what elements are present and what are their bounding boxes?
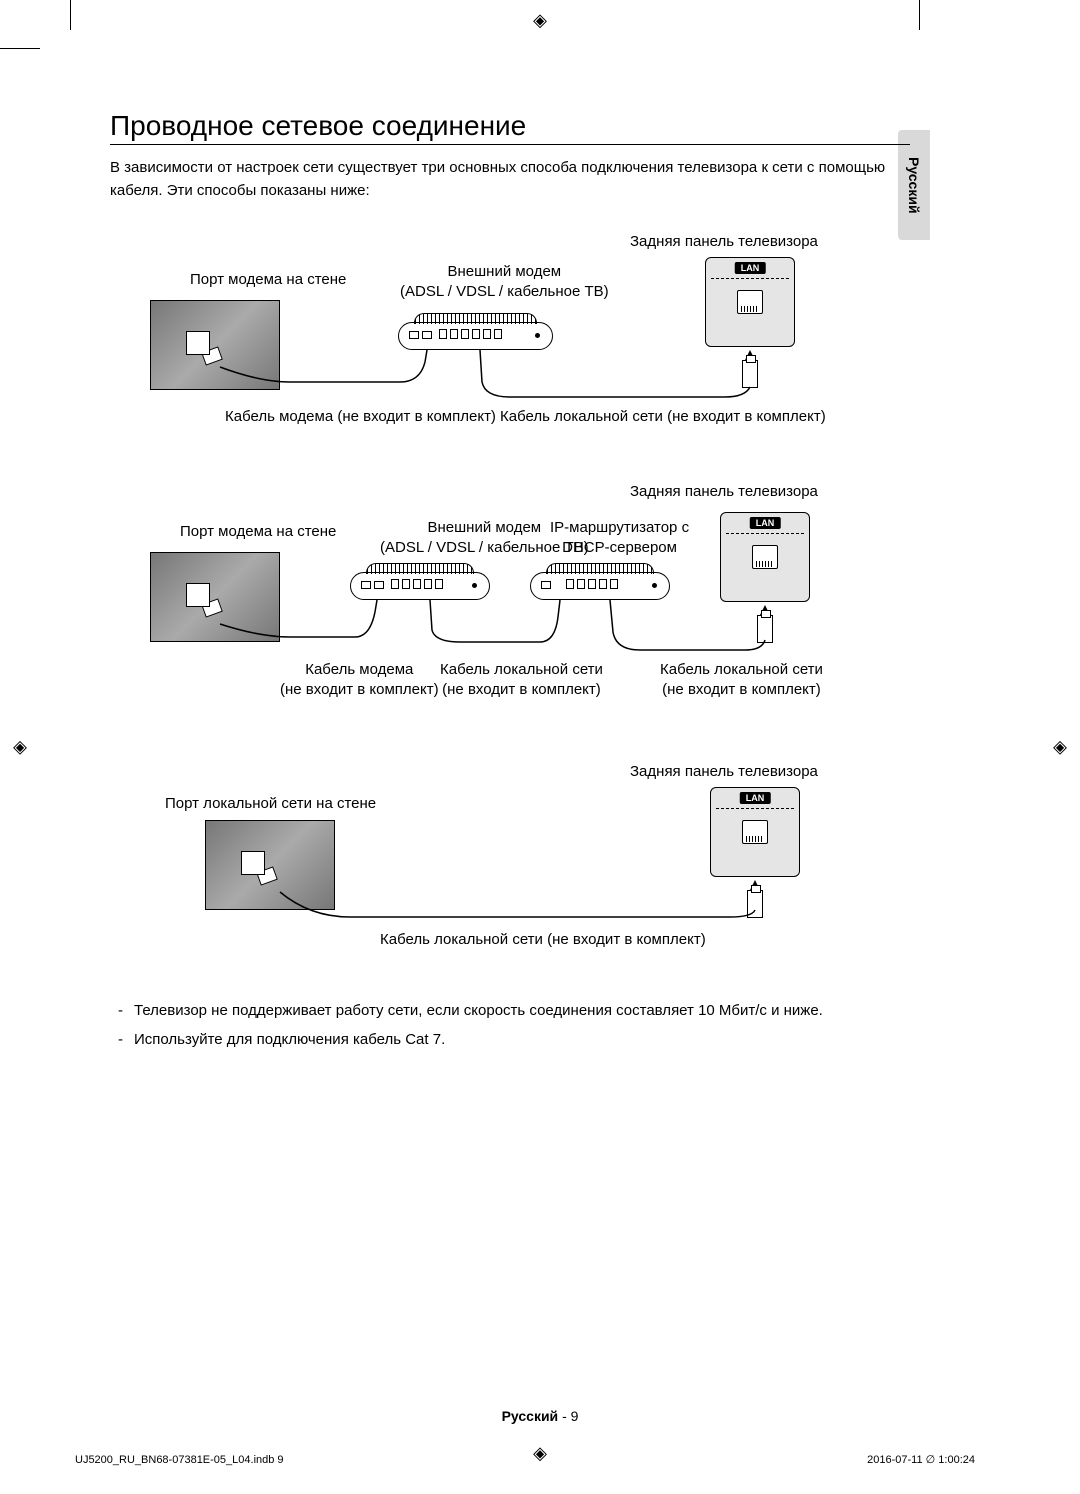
lan-cable-label-2b: Кабель локальной сети (не входит в компл… [660, 660, 823, 699]
footer-page-number: Русский - 9 [502, 1408, 579, 1424]
diagram-3: Задняя панель телевизора Порт локальной … [130, 762, 890, 947]
footer-doc-id: UJ5200_RU_BN68-07381E-05_L04.indb 9 [75, 1454, 284, 1466]
diagram-1: Задняя панель телевизора Порт модема на … [130, 232, 890, 432]
register-mark-left: ◈ [13, 737, 27, 758]
modem-cable-label: Кабель модема (не входит в комплект) [225, 407, 496, 427]
page-title: Проводное сетевое соединение [110, 110, 910, 145]
register-mark-bottom: ◈ [533, 1443, 547, 1464]
footer-timestamp: 2016-07-11 ∅ 1:00:24 [867, 1453, 975, 1466]
notes-list: Телевизор не поддерживает работу сети, е… [110, 997, 910, 1054]
register-mark-top: ◈ [533, 10, 547, 31]
lan-cable-label-3: Кабель локальной сети (не входит в компл… [380, 930, 706, 950]
note-item: Используйте для подключения кабель Cat 7… [110, 1026, 910, 1055]
modem-cable-label-2: Кабель модема (не входит в комплект) [280, 660, 439, 699]
lan-cable-label-2a: Кабель локальной сети (не входит в компл… [440, 660, 603, 699]
page-content: Проводное сетевое соединение В зависимос… [110, 110, 910, 1054]
cable-path-3 [130, 762, 890, 947]
register-mark-right: ◈ [1053, 737, 1067, 758]
cable-path [130, 232, 890, 432]
note-item: Телевизор не поддерживает работу сети, е… [110, 997, 910, 1026]
diagram-2: Задняя панель телевизора Порт модема на … [130, 482, 890, 712]
intro-text: В зависимости от настроек сети существуе… [110, 157, 910, 202]
lan-cable-label: Кабель локальной сети (не входит в компл… [500, 407, 826, 427]
